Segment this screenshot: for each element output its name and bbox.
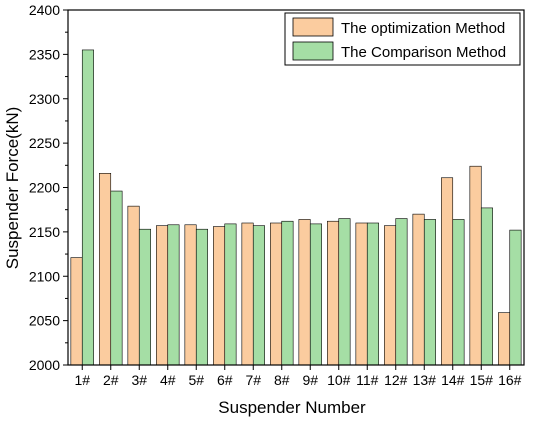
plot-frame xyxy=(67,9,525,366)
bar-optimization-9 xyxy=(298,219,311,366)
bar-optimization-6 xyxy=(213,226,226,366)
bar-optimization-14 xyxy=(441,177,454,366)
bar-comparison-8 xyxy=(281,220,294,366)
legend-label-comparison: The Comparison Method xyxy=(341,44,506,61)
x-tick-label: 10# xyxy=(327,372,351,388)
bar-optimization-8 xyxy=(270,222,283,366)
x-tick-label: 14# xyxy=(441,372,465,388)
y-tick-label: 2250 xyxy=(29,135,60,151)
legend: The optimization Method The Comparison M… xyxy=(284,12,521,66)
bar-comparison-7 xyxy=(252,225,265,366)
bar-comparison-3 xyxy=(138,228,151,366)
bar-optimization-16 xyxy=(498,312,511,366)
bar-optimization-13 xyxy=(412,213,425,366)
y-tick-label: 2000 xyxy=(29,357,60,373)
x-axis-title: Suspender Number xyxy=(218,398,366,417)
bar-comparison-10 xyxy=(338,218,351,366)
bar-comparison-16 xyxy=(509,229,522,366)
x-tick-label: 11# xyxy=(356,372,379,388)
x-tick-label: 1# xyxy=(74,372,90,388)
legend-label-optimization: The optimization Method xyxy=(341,20,505,37)
y-tick-label: 2350 xyxy=(29,46,60,62)
legend-swatch-comparison xyxy=(292,41,334,61)
x-tick-label: 15# xyxy=(470,372,494,388)
x-axis-ticks: 1# 2# 3# 4# 5# 6# 7# 8# 9# 10# 11# 12# 13# 14# 15# 16# xyxy=(74,365,522,388)
y-tick-label: 2300 xyxy=(29,91,60,107)
bar-comparison-12 xyxy=(395,218,408,366)
bar-comparison-5 xyxy=(195,228,208,366)
y-tick-label: 2400 xyxy=(29,2,60,18)
bar-optimization-2 xyxy=(99,173,112,366)
bar-optimization-4 xyxy=(156,225,169,366)
x-tick-label: 7# xyxy=(245,372,261,388)
bar-optimization-1 xyxy=(70,257,83,366)
y-tick-label: 2100 xyxy=(29,268,60,284)
bar-comparison-6 xyxy=(224,223,237,366)
bar-optimization-7 xyxy=(241,222,254,366)
bar-comparison-2 xyxy=(110,190,123,366)
y-axis-ticks: 2000 2050 2100 2150 2200 2250 2300 2350 2400 xyxy=(29,2,68,373)
x-tick-label: 8# xyxy=(274,372,290,388)
x-tick-label: 3# xyxy=(131,372,147,388)
bar-comparison-14 xyxy=(452,219,465,366)
x-tick-label: 6# xyxy=(217,372,233,388)
y-tick-label: 2150 xyxy=(29,224,60,240)
bar-optimization-12 xyxy=(384,225,397,366)
bar-comparison-13 xyxy=(423,219,436,366)
x-tick-label: 2# xyxy=(103,372,119,388)
x-tick-label: 12# xyxy=(384,372,408,388)
bar-comparison-4 xyxy=(167,224,180,366)
y-tick-label: 2050 xyxy=(29,313,60,329)
x-tick-label: 5# xyxy=(188,372,204,388)
bar-comparison-1 xyxy=(81,49,94,366)
bar-comparison-11 xyxy=(366,222,379,366)
x-tick-label: 4# xyxy=(160,372,176,388)
bar-optimization-11 xyxy=(355,222,368,366)
x-tick-label: 16# xyxy=(498,372,522,388)
bar-optimization-3 xyxy=(127,205,140,366)
x-tick-label: 9# xyxy=(302,372,318,388)
bar-optimization-10 xyxy=(327,220,340,366)
bar-comparison-15 xyxy=(480,207,493,366)
x-tick-label: 13# xyxy=(413,372,437,388)
y-axis-title: Suspender Force(kN) xyxy=(3,107,22,270)
bar-optimization-15 xyxy=(469,165,482,366)
bar-comparison-9 xyxy=(309,223,322,366)
legend-swatch-optimization xyxy=(292,17,334,37)
y-tick-label: 2200 xyxy=(29,180,60,196)
bar-optimization-5 xyxy=(184,224,197,366)
